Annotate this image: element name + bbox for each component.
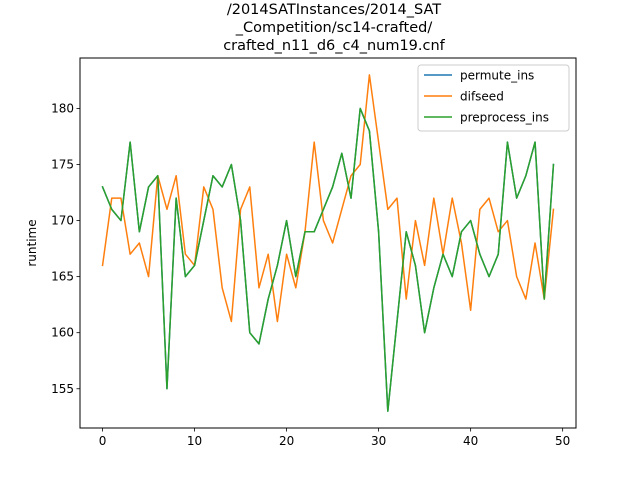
y-tick-label: 180 [51,101,74,115]
x-tick-label: 50 [555,434,570,448]
legend-label-permute-ins: permute_ins [460,69,534,83]
chart-title-line-3: crafted_n11_d6_c4_num19.cnf [223,38,445,54]
x-tick-label: 0 [99,434,107,448]
chart-title-line-2: _Competition/sc14-crafted/ [235,20,433,36]
y-axis-label: runtime [25,219,39,266]
x-tick-label: 10 [187,434,202,448]
y-tick-label: 155 [51,382,74,396]
x-tick-label: 30 [371,434,386,448]
y-tick-label: 160 [51,326,74,340]
legend-label-difseed: difseed [460,90,504,104]
axes-frame [79,57,577,429]
y-tick-label: 175 [51,158,74,172]
y-tick-label: 170 [51,214,74,228]
plot-area [101,74,555,412]
x-tick-label: 40 [463,434,478,448]
chart-title-line-1: /2014SATInstances/2014_SAT [227,2,441,18]
series-line-permute-ins [101,107,555,412]
y-tick-label: 165 [51,270,74,284]
legend-label-preprocess-ins: preprocess_ins [460,111,549,125]
series-line-difseed [101,74,555,323]
series-line-preprocess-ins [101,107,555,412]
x-tick-label: 20 [279,434,294,448]
legend-box [417,64,570,132]
